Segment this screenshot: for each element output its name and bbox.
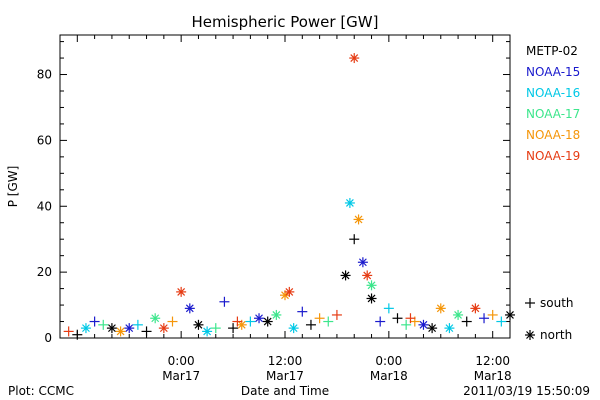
series-metp-02 (72, 234, 515, 340)
data-point-south (383, 303, 394, 314)
data-point-south (232, 316, 243, 327)
data-point-south (525, 298, 535, 308)
data-point-south (401, 319, 412, 330)
x-tick-label: 0:00 (375, 354, 402, 368)
data-point-north (158, 323, 169, 334)
data-point-south (349, 234, 360, 245)
data-point-north (453, 309, 464, 320)
x-axis-label: Date and Time (241, 384, 329, 398)
data-point-north (366, 293, 377, 304)
data-point-south (210, 323, 221, 334)
data-point-north (115, 326, 126, 337)
data-point-south (63, 326, 74, 337)
data-point-south (314, 313, 325, 324)
data-point-north (288, 323, 299, 334)
data-point-north (271, 309, 282, 320)
data-point-north (254, 313, 265, 324)
data-point-south (479, 313, 490, 324)
data-point-north (525, 330, 535, 340)
data-point-north (80, 323, 91, 334)
data-point-south (72, 329, 83, 340)
data-point-south (228, 323, 239, 334)
legend-entry: NOAA-15 (526, 65, 580, 79)
legend: METP-02 NOAA-15 NOAA-16 NOAA-17 NOAA-18 NOAA-… (525, 44, 580, 342)
x-tick-label: 0:00 (168, 354, 195, 368)
data-point-south (461, 316, 472, 327)
chart-title: Hemispheric Power [GW] (192, 13, 379, 31)
data-point-north (262, 316, 273, 327)
x-tick-label: 12:00 (475, 354, 510, 368)
data-point-south (141, 326, 152, 337)
data-point-north (444, 323, 455, 334)
legend-entry: NOAA-18 (526, 128, 580, 142)
data-point-south (375, 316, 386, 327)
y-tick-label: 20 (37, 265, 52, 279)
data-point-north (150, 313, 161, 324)
data-point-north (124, 323, 135, 334)
data-point-south (331, 309, 342, 320)
y-axis-label: P [GW] (6, 166, 20, 208)
data-point-north (106, 323, 117, 334)
x-tick-label: Mar17 (266, 369, 304, 383)
y-tick-label: 60 (37, 133, 52, 147)
plot-timestamp: 2011/03/19 15:50:09 (463, 384, 590, 398)
series-noaa-19 (63, 53, 481, 337)
y-tick-label: 0 (44, 331, 52, 345)
data-point-south (305, 319, 316, 330)
data-point-south (323, 316, 334, 327)
data-point-south (487, 309, 498, 320)
legend-entry: METP-02 (526, 44, 578, 58)
data-point-north (427, 323, 438, 334)
data-point-north (435, 303, 446, 314)
data-point-south (132, 319, 143, 330)
data-point-north (470, 303, 481, 314)
x-tick-label: Mar18 (474, 369, 512, 383)
data-point-north (366, 280, 377, 291)
legend-entry: NOAA-16 (526, 86, 580, 100)
data-point-south (496, 316, 507, 327)
data-point-north (362, 270, 373, 281)
data-point-north (202, 326, 213, 337)
data-point-north (418, 319, 429, 330)
data-point-south (219, 296, 230, 307)
y-tick-label: 40 (37, 199, 52, 213)
data-point-north (344, 197, 355, 208)
series-noaa-16 (80, 197, 507, 337)
series-noaa-17 (98, 280, 464, 334)
data-point-north (193, 319, 204, 330)
data-point-south (405, 313, 416, 324)
data-point-north (340, 270, 351, 281)
data-point-north (357, 257, 368, 268)
x-tick-label: Mar18 (370, 369, 408, 383)
data-point-south (392, 313, 403, 324)
data-point-north (349, 53, 360, 64)
data-point-north (284, 286, 295, 297)
y-tick-label: 80 (37, 68, 52, 82)
plot-area: 0204060800:00Mar1712:00Mar170:00Mar1812:… (37, 34, 515, 383)
x-tick-label: 12:00 (268, 354, 303, 368)
x-tick-label: Mar17 (162, 369, 200, 383)
legend-entry: NOAA-19 (526, 149, 580, 163)
series-noaa-15 (89, 257, 490, 334)
data-point-north (505, 309, 515, 320)
data-point-south (245, 316, 256, 327)
marker-legend-label: north (540, 328, 572, 342)
data-point-north (353, 214, 364, 225)
plot-credit: Plot: CCMC (8, 384, 74, 398)
data-point-south (297, 306, 308, 317)
data-point-north (176, 286, 187, 297)
series-noaa-18 (115, 214, 498, 337)
legend-entry: NOAA-17 (526, 107, 580, 121)
data-point-north (184, 303, 195, 314)
marker-legend-label: south (540, 296, 574, 310)
data-point-south (167, 316, 178, 327)
data-point-south (98, 319, 109, 330)
data-point-south (89, 316, 100, 327)
